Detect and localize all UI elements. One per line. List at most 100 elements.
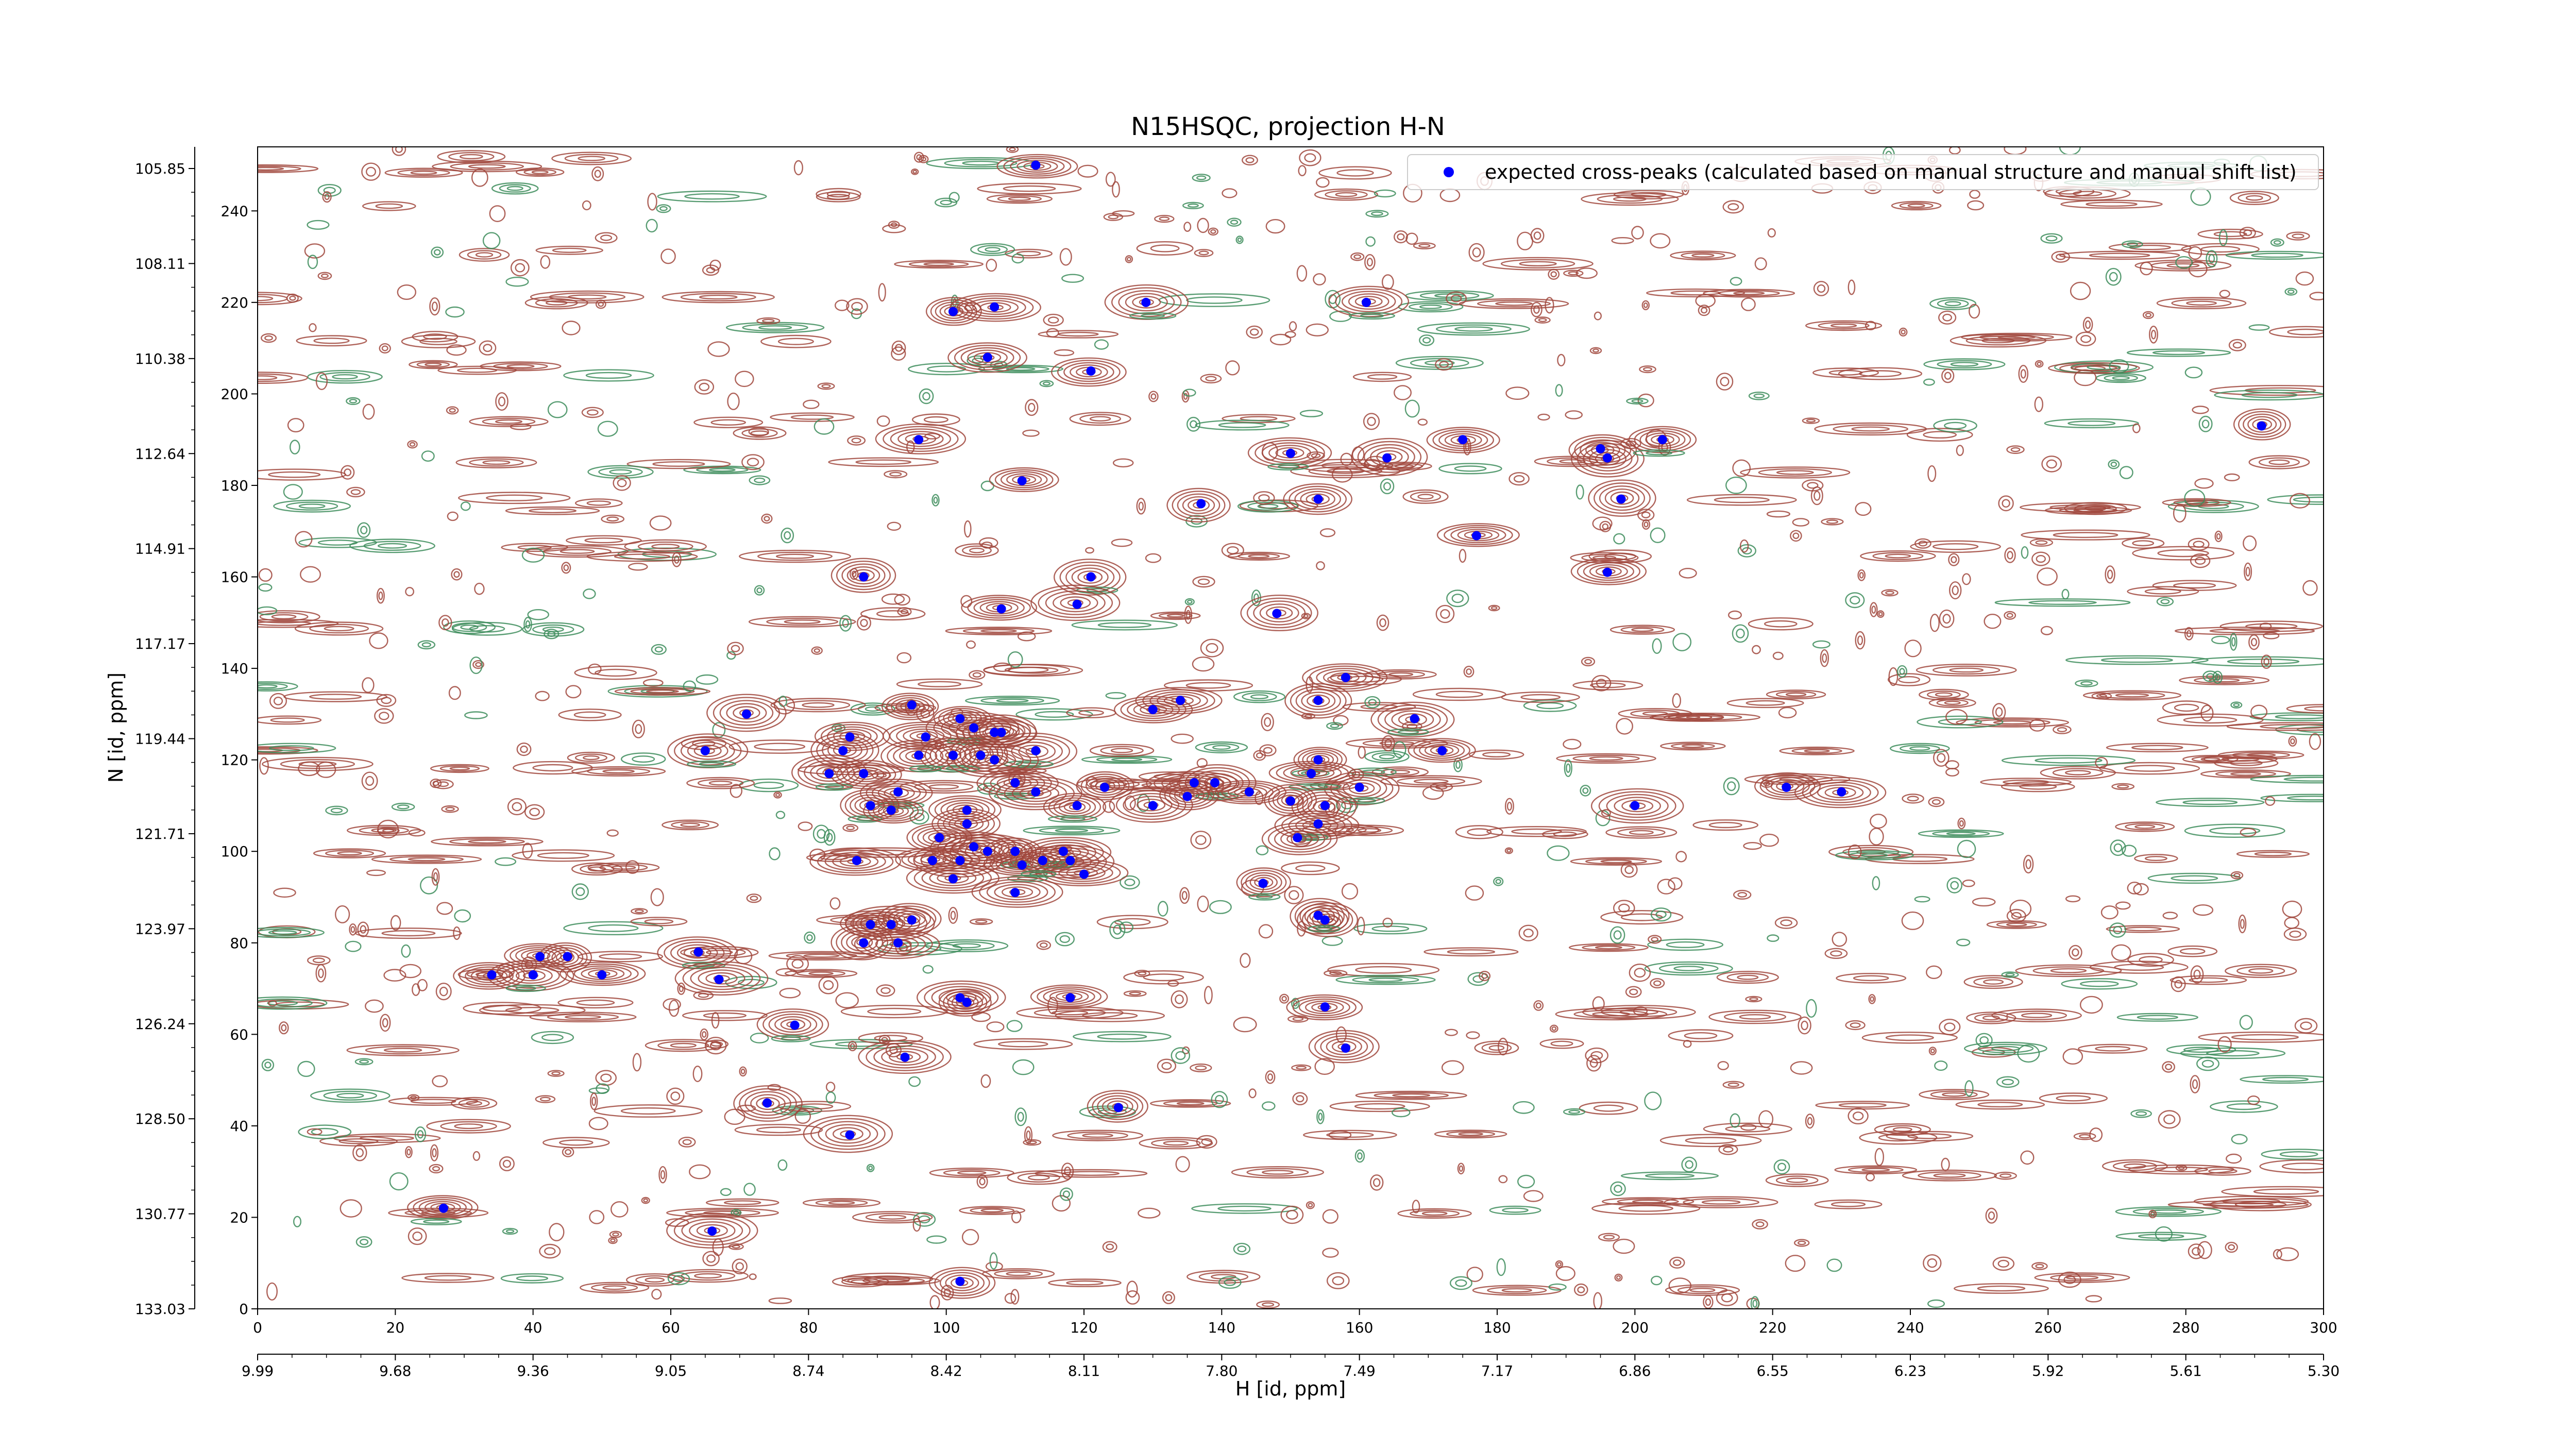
noise-band-contour [2115, 693, 2149, 698]
peak-contour [453, 962, 526, 990]
noise-contour [1205, 376, 1217, 382]
noise-band-contour [424, 1275, 472, 1281]
noise-contour [441, 805, 459, 813]
y-axis-label: N [id, ppm] [105, 672, 127, 783]
peak-negative-contour [1039, 861, 1074, 869]
noise-contour [741, 454, 765, 470]
noise-band-contour [2125, 823, 2165, 831]
noise-contour [961, 1228, 979, 1245]
peak-contour [979, 879, 1056, 905]
noise-band-contour [696, 467, 749, 473]
noise-contour [505, 1229, 515, 1234]
noise-band-contour [258, 684, 278, 689]
noise-band-contour [559, 1139, 594, 1146]
peak-negative-contour [1248, 893, 1281, 901]
cross-peak-marker [1072, 801, 1082, 811]
noise-contour [1318, 1113, 1323, 1121]
peak-contour [1794, 777, 1887, 808]
noise-contour [1106, 1243, 1114, 1250]
noise-band-contour [1646, 288, 1745, 298]
noise-contour [1496, 1258, 1506, 1276]
noise-band-contour [996, 698, 1029, 703]
noise-contour [1187, 599, 1193, 604]
y-ppm-tick-label: 121.71 [135, 825, 185, 843]
x-ppm-tick-label: 6.55 [1756, 1362, 1788, 1379]
noise-band-contour [506, 186, 523, 191]
edge-streak-contour [2293, 496, 2324, 503]
noise-contour [1196, 758, 1208, 768]
peak-contour [1370, 701, 1455, 738]
noise-contour [851, 570, 857, 578]
peak-contour [687, 742, 728, 760]
noise-contour [1631, 399, 1643, 403]
peak-contour [780, 1018, 806, 1031]
noise-contour [1086, 776, 1098, 788]
noise-contour [650, 888, 664, 906]
cross-peak-marker [1176, 696, 1185, 705]
noise-band-contour [1187, 1270, 1261, 1284]
noise-contour [1319, 528, 1336, 537]
noise-contour [1586, 1055, 1602, 1072]
peak-contour [994, 469, 1054, 491]
edge-streak-contour [2245, 623, 2298, 630]
noise-contour [421, 450, 435, 462]
noise-band-contour [1812, 367, 1879, 378]
noise-contour [2004, 547, 2016, 563]
noise-contour [2193, 969, 2201, 980]
noise-band-contour [802, 1198, 881, 1208]
noise-contour [2248, 324, 2270, 331]
noise-contour [850, 1043, 855, 1049]
noise-contour [634, 909, 644, 914]
noise-contour [1430, 782, 1453, 792]
noise-contour [2018, 365, 2029, 383]
noise-contour [1593, 1292, 1602, 1309]
noise-contour [979, 537, 998, 548]
noise-contour [2214, 530, 2223, 543]
peak-contour [1309, 665, 1381, 690]
noise-contour [821, 384, 831, 389]
noise-contour [1059, 935, 1071, 943]
noise-band-contour [816, 188, 861, 200]
noise-contour [1533, 305, 1540, 314]
noise-contour [1479, 970, 1491, 981]
peak-contour [1002, 886, 1033, 898]
noise-contour [1675, 851, 1687, 863]
noise-contour [1748, 392, 1770, 400]
cross-peak-marker [1058, 847, 1068, 856]
cross-peak-marker [1341, 1043, 1350, 1053]
noise-band-contour [258, 743, 336, 754]
noise-band-contour [1834, 1165, 1918, 1174]
noise-contour [2150, 330, 2157, 340]
noise-band-contour [1218, 422, 1266, 428]
noise-contour [1616, 718, 1633, 735]
noise-contour [523, 617, 532, 632]
noise-contour [2165, 1064, 2173, 1070]
noise-contour [1354, 1149, 1365, 1163]
peak-negative-contour [1047, 815, 1098, 823]
peak-negative-contour [686, 760, 736, 768]
noise-band-contour [1919, 1089, 1990, 1100]
noise-contour [286, 293, 299, 303]
peak-contour [925, 297, 982, 326]
noise-band-contour [1861, 1168, 1890, 1172]
noise-contour [2233, 872, 2241, 878]
noise-band-contour [1644, 961, 1733, 976]
noise-contour [2148, 1209, 2157, 1219]
peak-contour [1076, 771, 1134, 801]
noise-contour [1613, 533, 1625, 545]
peak-contour [1187, 499, 1210, 512]
noise-band-contour [1409, 302, 1453, 311]
peak-contour [1589, 564, 1628, 579]
noise-band-contour [626, 459, 731, 469]
edge-streak-contour [2250, 774, 2324, 784]
peak-contour [566, 963, 639, 984]
noise-contour [2202, 670, 2218, 682]
noise-band-contour [1242, 692, 1277, 701]
peak-negative-contour [699, 762, 724, 767]
noise-contour [1459, 1165, 1464, 1172]
noise-contour [451, 568, 463, 581]
noise-band-contour [365, 1046, 441, 1055]
noise-contour [2233, 703, 2240, 707]
noise-contour [1258, 924, 1274, 939]
